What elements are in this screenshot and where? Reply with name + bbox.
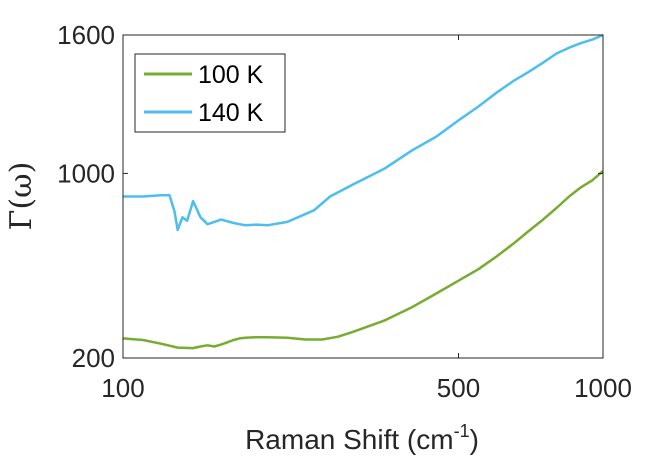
series-layer bbox=[122, 33, 604, 350]
y-tick-label-1000: 1000 bbox=[57, 158, 115, 188]
y-axis-label: Γ(ω) bbox=[4, 162, 39, 231]
ticks-layer bbox=[122, 34, 604, 359]
series-line-100k bbox=[122, 170, 604, 350]
tick-labels: 100 500 1000 200 1000 1600 bbox=[57, 20, 632, 403]
plot-frame bbox=[122, 34, 604, 359]
legend-label-140k: 140 K bbox=[198, 99, 264, 127]
y-tick-label-200: 200 bbox=[72, 343, 115, 373]
x-axis-label: Raman Shift (cm-1) bbox=[245, 421, 479, 455]
series-line-140k bbox=[123, 33, 604, 232]
legend: 100 K 140 K bbox=[134, 53, 286, 133]
x-axis-label-tail: ) bbox=[470, 424, 479, 455]
x-axis-label-main: Raman Shift (cm bbox=[245, 424, 454, 455]
legend-label-100k: 100 K bbox=[198, 61, 264, 89]
x-tick-label-100: 100 bbox=[101, 373, 144, 403]
legend-box bbox=[134, 53, 286, 133]
y-tick-label-1600: 1600 bbox=[57, 20, 115, 50]
x-axis-label-superscript: -1 bbox=[454, 421, 470, 441]
x-tick-label-500: 500 bbox=[437, 373, 480, 403]
x-tick-label-1000: 1000 bbox=[574, 373, 632, 403]
